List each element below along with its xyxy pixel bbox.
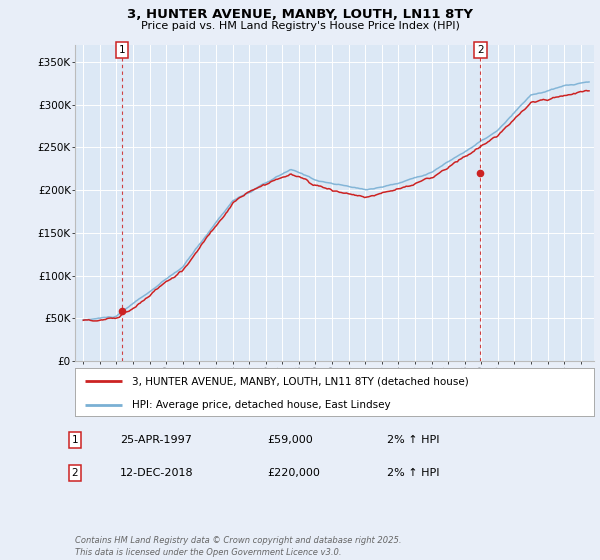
Text: 2% ↑ HPI: 2% ↑ HPI bbox=[387, 468, 439, 478]
Text: 25-APR-1997: 25-APR-1997 bbox=[120, 435, 192, 445]
Text: 1: 1 bbox=[71, 435, 79, 445]
Text: 1: 1 bbox=[118, 45, 125, 55]
Text: Price paid vs. HM Land Registry's House Price Index (HPI): Price paid vs. HM Land Registry's House … bbox=[140, 21, 460, 31]
Text: Contains HM Land Registry data © Crown copyright and database right 2025.
This d: Contains HM Land Registry data © Crown c… bbox=[75, 536, 401, 557]
Text: 2: 2 bbox=[71, 468, 79, 478]
Text: £59,000: £59,000 bbox=[267, 435, 313, 445]
Text: £220,000: £220,000 bbox=[267, 468, 320, 478]
Text: 2% ↑ HPI: 2% ↑ HPI bbox=[387, 435, 439, 445]
Text: 3, HUNTER AVENUE, MANBY, LOUTH, LN11 8TY (detached house): 3, HUNTER AVENUE, MANBY, LOUTH, LN11 8TY… bbox=[132, 376, 469, 386]
Text: HPI: Average price, detached house, East Lindsey: HPI: Average price, detached house, East… bbox=[132, 400, 391, 410]
Text: 3, HUNTER AVENUE, MANBY, LOUTH, LN11 8TY: 3, HUNTER AVENUE, MANBY, LOUTH, LN11 8TY bbox=[127, 8, 473, 21]
Text: 2: 2 bbox=[477, 45, 484, 55]
Text: 12-DEC-2018: 12-DEC-2018 bbox=[120, 468, 194, 478]
